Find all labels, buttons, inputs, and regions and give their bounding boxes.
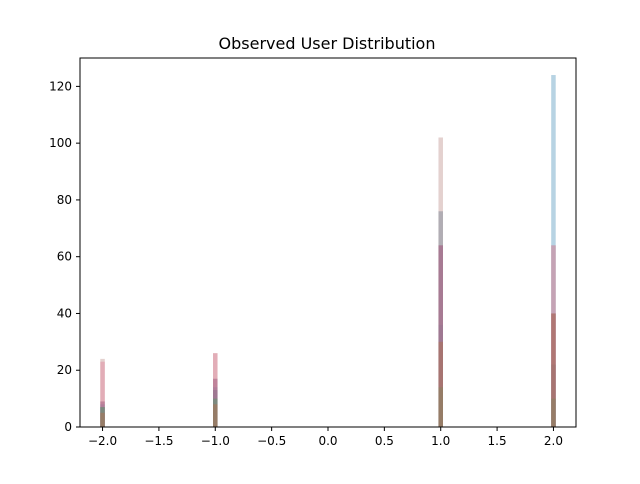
x-tick-label: 1.5 bbox=[488, 434, 507, 448]
bar-series-3-x--2 bbox=[100, 361, 105, 427]
y-tick-label: 60 bbox=[57, 250, 72, 264]
axes-layer: −2.0 −1.5 −1.0 −0.5 0.0 0.5 1.0 1.5 2.0 0 20 40 60 80… bbox=[49, 57, 577, 448]
x-tick-label: 0.0 bbox=[318, 434, 337, 448]
y-tick-label: 100 bbox=[49, 136, 72, 150]
x-tick-label: 0.5 bbox=[375, 434, 394, 448]
y-tick-label: 20 bbox=[57, 363, 72, 377]
bar-series-7-x--1 bbox=[213, 404, 218, 427]
bar-series-5-x-1 bbox=[438, 245, 443, 427]
y-tick-label: 0 bbox=[64, 420, 72, 434]
x-tick-label: 1.0 bbox=[431, 434, 450, 448]
bar-series-7-x-1 bbox=[438, 341, 443, 427]
x-tick-label: −1.5 bbox=[144, 434, 173, 448]
x-tick-label: −2.0 bbox=[88, 434, 117, 448]
y-tick-label: 40 bbox=[57, 306, 72, 320]
y-tick-label: 120 bbox=[49, 79, 72, 93]
x-tick-label: −0.5 bbox=[257, 434, 286, 448]
bar-series-7-x-2 bbox=[551, 313, 556, 427]
bar-series-7-x--2 bbox=[100, 412, 105, 427]
chart-title: Observed User Distribution bbox=[219, 34, 436, 53]
x-tick-label: −1.0 bbox=[201, 434, 230, 448]
bars-layer bbox=[100, 75, 556, 428]
y-tick-label: 80 bbox=[57, 193, 72, 207]
x-tick-label: 2.0 bbox=[544, 434, 563, 448]
